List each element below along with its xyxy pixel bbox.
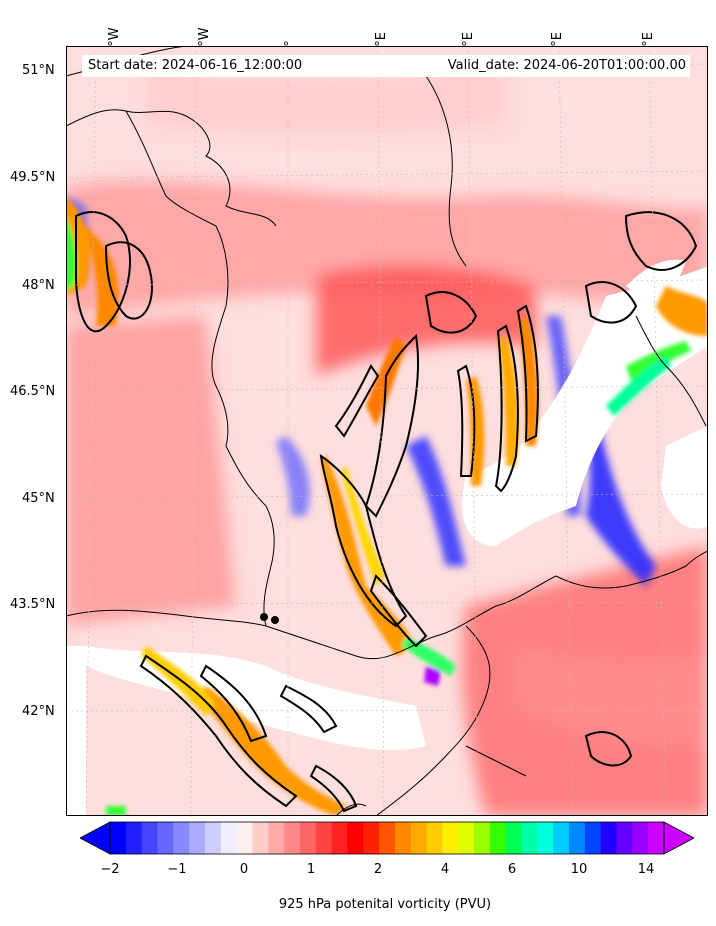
colorbar-left-extension xyxy=(80,821,111,855)
valid-date-label: Valid_date: 2024-06-20T01:00:00.00 xyxy=(447,58,686,73)
colorbar-cell xyxy=(173,822,190,854)
colorbar-cell xyxy=(347,822,364,854)
colorbar-tick-label: 10 xyxy=(570,862,588,877)
colorbar-cell xyxy=(141,822,158,854)
colorbar-cell xyxy=(521,822,538,854)
lat-label-49-5n: 49.5°N xyxy=(10,170,56,185)
colorbar-cells xyxy=(110,822,665,854)
colorbar-tick-label: 0 xyxy=(239,862,249,877)
colorbar-tick-label: 14 xyxy=(637,862,655,877)
colorbar-tick-label: 2 xyxy=(373,862,383,877)
colorbar-cell xyxy=(363,822,380,854)
lat-label-45n: 45°N xyxy=(22,491,55,506)
colorbar-cell xyxy=(632,822,649,854)
colorbar-cell xyxy=(537,822,554,854)
pv-map xyxy=(66,46,708,816)
colorbar-cell xyxy=(426,822,443,854)
colorbar-cell xyxy=(553,822,570,854)
colorbar-cell xyxy=(189,822,206,854)
field-broad-shading xyxy=(66,66,708,816)
colorbar-cell xyxy=(648,822,665,854)
colorbar-cell xyxy=(204,822,222,854)
colorbar-cell xyxy=(315,822,333,854)
colorbar-cell xyxy=(157,822,174,854)
marker-dot-1 xyxy=(260,613,268,621)
colorbar-tick-label: 1 xyxy=(306,862,316,877)
colorbar-cell xyxy=(284,822,301,854)
colorbar-cell xyxy=(410,822,428,854)
pv-2-contours xyxy=(75,211,698,813)
colorbar-tick-label: −2 xyxy=(100,862,120,877)
coastlines xyxy=(66,46,708,816)
colorbar-cell xyxy=(379,822,396,854)
colorbar-cell xyxy=(458,822,475,854)
colorbar-cell xyxy=(569,822,586,854)
lat-label-43-5n: 43.5°N xyxy=(10,597,56,612)
colorbar xyxy=(80,821,694,855)
colorbar-cell xyxy=(489,822,507,854)
colorbar-cell xyxy=(268,822,285,854)
colorbar-right-extension xyxy=(663,821,694,855)
colorbar-tick-label: −1 xyxy=(167,862,187,877)
colorbar-cell xyxy=(600,822,618,854)
colorbar-cell xyxy=(331,822,348,854)
colorbar-cell xyxy=(220,822,238,854)
colorbar-tick-label: 4 xyxy=(440,862,450,877)
colorbar-cell xyxy=(584,822,602,854)
colorbar-cell xyxy=(394,822,412,854)
lat-label-42n: 42°N xyxy=(22,704,55,719)
lat-label-46-5n: 46.5°N xyxy=(10,384,56,399)
colorbar-tick-label: 6 xyxy=(507,862,517,877)
colorbar-cell xyxy=(299,822,317,854)
colorbar-cell xyxy=(252,822,269,854)
colorbar-cell xyxy=(505,822,523,854)
colorbar-cell xyxy=(616,822,633,854)
colorbar-cell xyxy=(474,822,491,854)
header-bar xyxy=(82,55,690,77)
colorbar-cell xyxy=(125,822,143,854)
lat-label-48n: 48°N xyxy=(22,278,55,293)
colorbar-cell xyxy=(110,822,127,854)
lat-label-51n: 51°N xyxy=(22,63,55,78)
colorbar-cell xyxy=(442,822,459,854)
colorbar-outline xyxy=(109,821,665,855)
colorbar-cell xyxy=(236,822,253,854)
marker-dot-2 xyxy=(271,616,279,624)
colorbar-title: 925 hPa potenital vorticity (PVU) xyxy=(278,897,492,912)
start-date-label: Start date: 2024-06-16_12:00:00 xyxy=(88,58,303,73)
